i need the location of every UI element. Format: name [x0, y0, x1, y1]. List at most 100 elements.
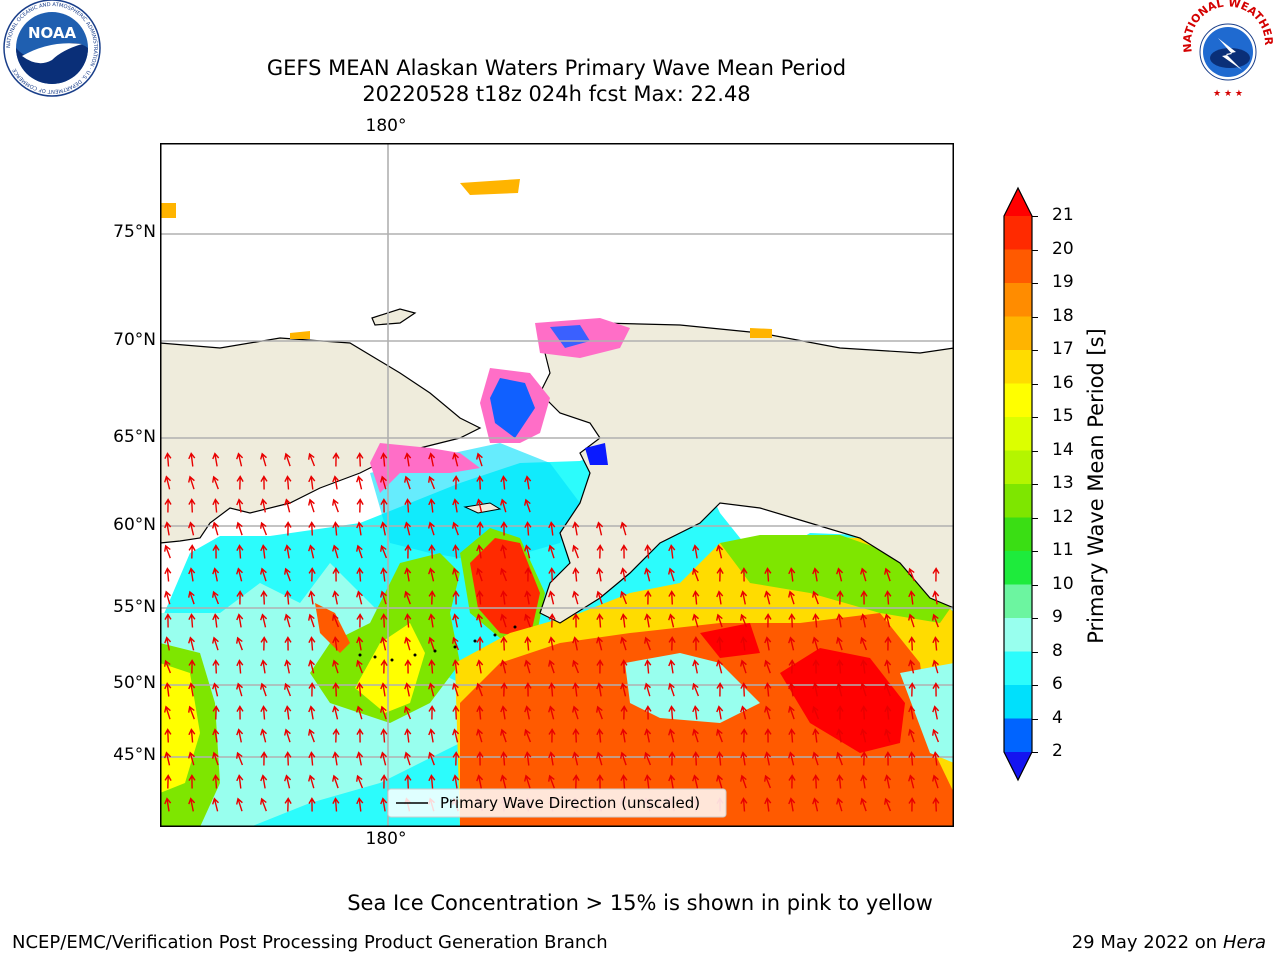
wave-arrow [308, 659, 315, 674]
wave-arrow [524, 590, 532, 605]
wave-arrow [284, 521, 292, 536]
colorbar-tick-label: 6 [1052, 674, 1063, 694]
wave-arrow [644, 682, 651, 697]
wave-arrow [572, 544, 579, 559]
wave-arrow [452, 567, 459, 582]
wave-arrow [452, 498, 460, 513]
wave-arrow [836, 613, 844, 628]
run-date: 29 May 2022 on Hera [1072, 932, 1266, 953]
wave-arrow [212, 728, 220, 743]
wave-arrow [452, 705, 460, 720]
wave-arrow [548, 544, 555, 559]
wave-arrow [428, 705, 436, 720]
wave-arrow [692, 705, 700, 720]
wave-arrow [332, 705, 340, 720]
wave-arrow [404, 659, 412, 674]
wave-arrow [572, 774, 580, 789]
wave-arrow [332, 567, 340, 582]
wave-arrow [164, 590, 171, 605]
wave-arrow [812, 636, 819, 651]
colorbar-tick-mark [1032, 651, 1038, 653]
colorbar-band [1004, 316, 1032, 351]
wave-arrow [596, 613, 604, 628]
wave-arrow [596, 544, 604, 559]
wave-arrow [884, 705, 892, 720]
wave-arrow [332, 728, 340, 743]
chart-subtitle: 20220528 t18z 024h fcst Max: 22.48 [362, 82, 751, 106]
wave-arrow [380, 659, 388, 674]
lon-label-top: 180° [365, 116, 407, 136]
wave-arrow [260, 590, 268, 605]
noaa-logo: NOAA NATIONAL OCEANIC AND ATMOSPHERIC AD… [2, 0, 102, 100]
wave-arrow [356, 452, 364, 467]
wave-arrow [212, 590, 220, 605]
ocean-field-west-yellow [160, 663, 200, 793]
wave-arrow [476, 682, 483, 697]
chart-title: GEFS MEAN Alaskan Waters Primary Wave Me… [266, 56, 847, 80]
wave-arrow [428, 452, 436, 467]
wave-arrow [260, 498, 268, 513]
wave-arrow [500, 728, 507, 743]
run-date-text: 29 May 2022 on [1071, 932, 1218, 953]
wave-arrow [932, 682, 940, 697]
wave-arrow [524, 521, 532, 536]
wave-arrow [236, 659, 244, 674]
wave-arrow [596, 682, 604, 697]
wave-arrow [524, 751, 532, 766]
wave-arrow [860, 682, 867, 697]
wave-arrow [284, 475, 292, 490]
colorbar-band [1004, 551, 1032, 585]
wave-arrow [620, 728, 628, 743]
wave-arrow [908, 613, 915, 628]
wave-arrow [428, 774, 436, 789]
wave-arrow [716, 751, 724, 766]
wave-arrow [428, 475, 436, 490]
wave-arrow [380, 797, 388, 812]
wave-arrow [212, 613, 220, 628]
wave-arrow [668, 774, 676, 789]
wave-arrow [380, 521, 388, 536]
wave-arrow [500, 475, 508, 490]
wave-arrow [452, 452, 459, 467]
land-st-lawrence-island [463, 502, 502, 514]
wave-arrow [212, 475, 219, 490]
wave-arrow [500, 682, 508, 697]
wave-arrow [716, 682, 724, 697]
colorbar-tick-label: 21 [1052, 205, 1074, 225]
wave-arrow [764, 590, 771, 605]
wave-arrow [212, 797, 219, 812]
wave-arrow [212, 544, 220, 559]
wave-arrow [548, 728, 556, 743]
wave-arrow [524, 475, 532, 490]
wave-arrow [404, 774, 412, 789]
wave-arrow [572, 521, 580, 536]
wave-arrow [476, 659, 484, 674]
wave-arrow [260, 705, 268, 720]
colorbar-band [1004, 618, 1032, 652]
wave-arrow [284, 567, 291, 582]
wave-arrow [548, 705, 555, 720]
wave-arrow [356, 475, 364, 490]
wave-arrow [164, 498, 172, 513]
wave-arrow [524, 498, 531, 513]
wave-arrow [380, 567, 388, 582]
wave-arrow [932, 751, 940, 766]
map-panel [160, 143, 954, 827]
ocean-field-gulf-red [780, 648, 905, 753]
colorbar-tick-label: 19 [1052, 272, 1074, 292]
wave-arrow [644, 590, 652, 605]
ocean-field-red-west [315, 603, 350, 653]
wave-arrow [884, 797, 892, 812]
colorbar-tick-mark [1032, 484, 1038, 485]
colorbar-band [1004, 283, 1032, 317]
wave-arrow [548, 521, 556, 536]
wave-arrow [284, 452, 291, 467]
ocean-field-east-cyan [900, 663, 954, 763]
wave-arrow [188, 452, 196, 467]
wave-arrow [620, 682, 628, 697]
wave-arrow [476, 452, 483, 467]
wave-arrow [236, 590, 244, 605]
wave-arrow [308, 797, 316, 812]
wave-arrow [404, 590, 411, 605]
wave-arrow [908, 590, 916, 605]
